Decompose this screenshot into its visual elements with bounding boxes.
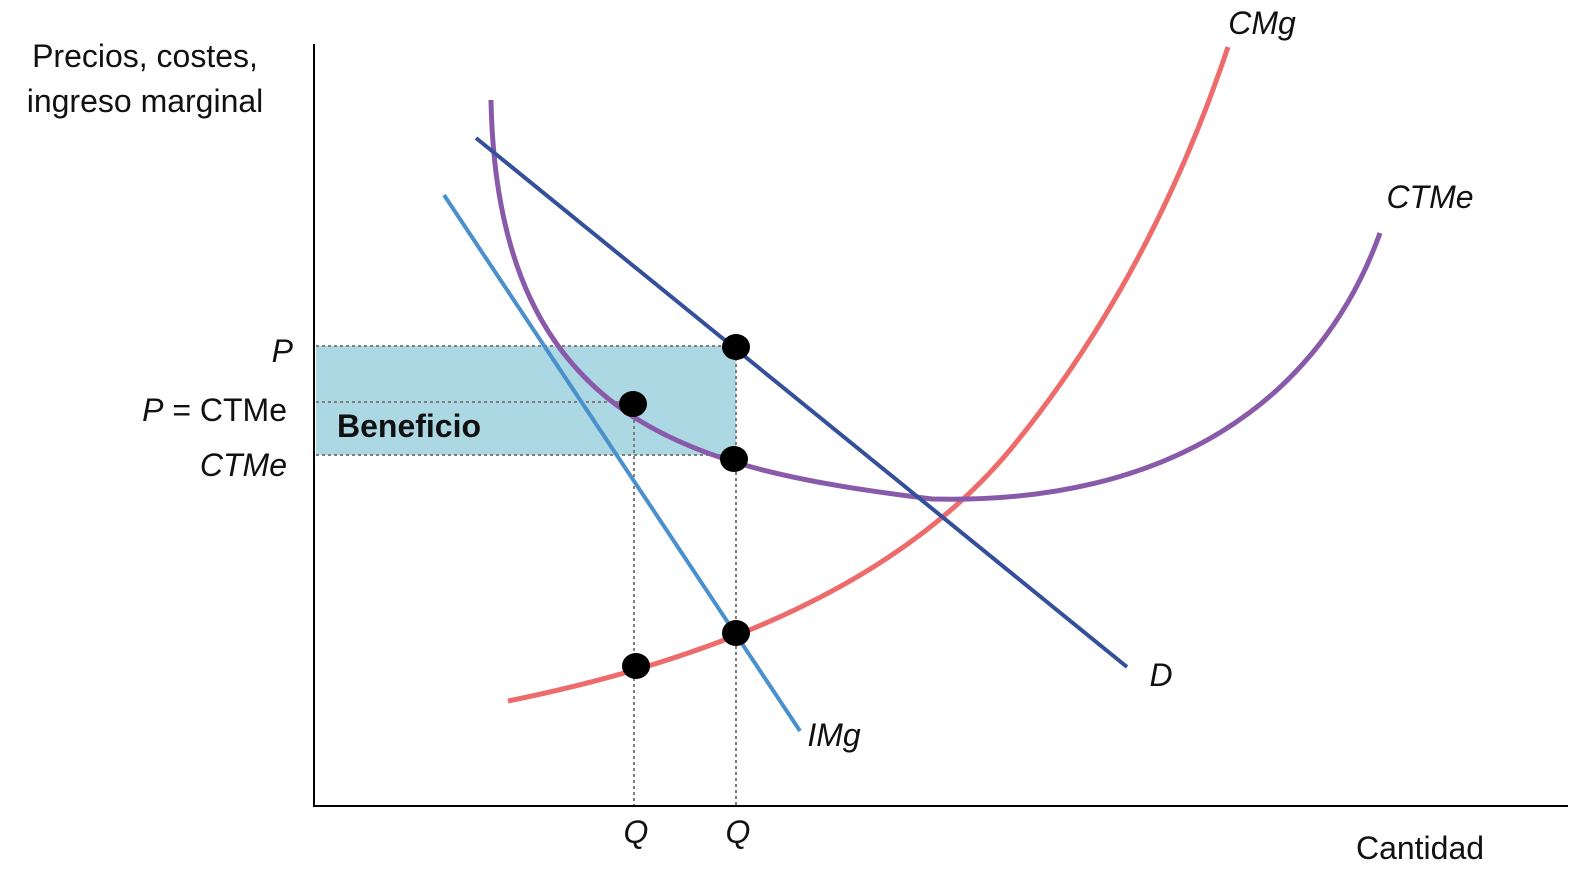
point-q2-on-ctme — [720, 446, 748, 472]
point-price-on-demand — [722, 334, 750, 360]
y-axis-label-line2: ingreso marginal — [27, 83, 264, 119]
x-axis-label: Cantidad — [1356, 830, 1484, 866]
profit-label: Beneficio — [337, 408, 481, 444]
point-img-cmg-intersection — [722, 620, 750, 646]
price-label-p: P — [272, 333, 294, 369]
y-axis-label-line1: Precios, costes, — [32, 38, 258, 74]
quantity-label-q1: Q — [624, 814, 649, 850]
demand-curve — [474, 136, 1129, 669]
guide-lines — [316, 345, 737, 805]
price-label-p-eq-ctme-rest: = CTMe — [163, 392, 287, 428]
price-label-ctme: CTMe — [200, 447, 287, 483]
quantity-label-q2: Q — [726, 814, 751, 850]
point-q1-on-cmg — [622, 653, 650, 679]
demand-label: D — [1149, 657, 1172, 693]
key-points — [619, 334, 750, 679]
cmg-curve — [507, 46, 1231, 704]
point-q1-on-ctme — [619, 391, 647, 417]
cmg-label: CMg — [1228, 5, 1296, 41]
ctme-curve-label: CTMe — [1386, 179, 1473, 215]
price-label-p-eq-ctme-p: P — [142, 392, 164, 428]
img-label: IMg — [807, 717, 861, 753]
price-label-p-eq-ctme: P = CTMe — [142, 392, 287, 428]
